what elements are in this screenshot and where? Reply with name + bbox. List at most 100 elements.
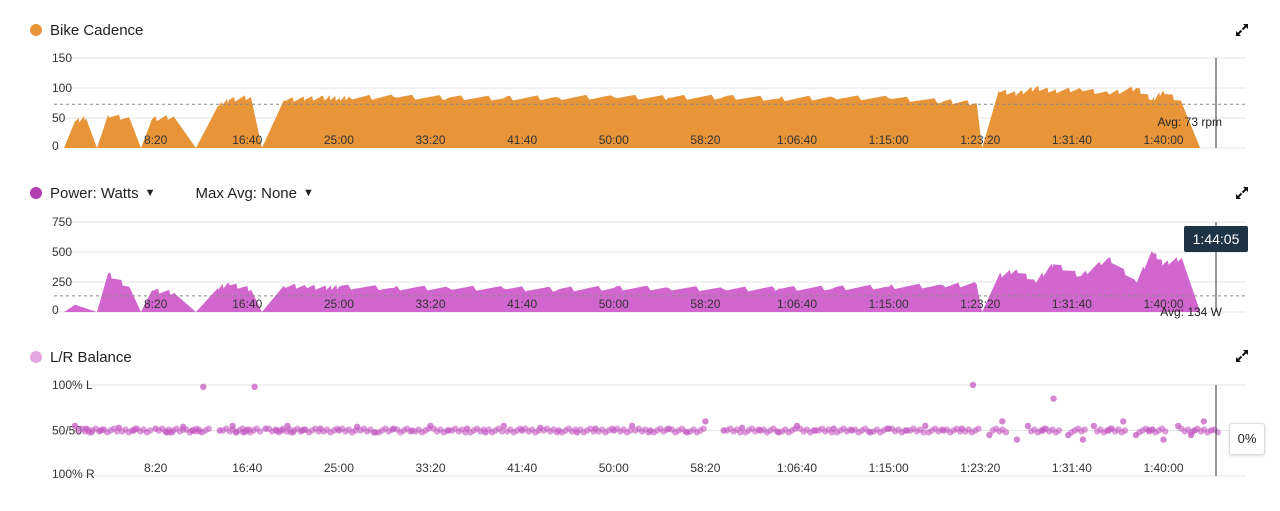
balance-point [1090,422,1098,430]
balance-y-tick: 100% L [52,378,93,392]
balance-point [922,422,929,430]
max-avg-label: Max Avg: None [195,184,297,202]
power-x-tick: 1:15:00 [869,297,909,311]
power-x-tick: 8:20 [144,297,168,311]
cadence-header: Bike Cadence [30,19,143,41]
power-x-tick: 1:40:00 [1144,297,1184,311]
power-x-tick: 33:20 [415,297,445,311]
balance-point [284,422,291,430]
power-metric-dropdown[interactable]: Power: Watts ▼ [50,185,156,202]
balance-x-tick: 1:40:00 [1144,461,1184,475]
cadence-x-tick: 25:00 [324,133,354,147]
power-x-tick: 25:00 [324,297,354,311]
balance-x-tick: 8:20 [144,461,168,475]
balance-point [1002,429,1010,436]
power-y-tick: 500 [52,245,72,259]
balance-header: L/R Balance [30,346,132,368]
balance-point [71,422,79,430]
cadence-area-series [64,86,1219,148]
cadence-x-tick: 1:06:40 [777,133,817,147]
power-x-tick: 16:40 [232,297,262,311]
power-x-tick: 58:20 [690,297,720,311]
cadence-x-tick: 1:40:00 [1144,133,1184,147]
power-title: Power: Watts [50,184,139,202]
balance-point [200,383,207,391]
balance-x-tick: 1:15:00 [869,461,909,475]
balance-point [1120,418,1127,425]
balance-point [975,425,982,432]
balance-point [1050,395,1057,402]
power-x-tick: 50:00 [599,297,629,311]
balance-x-tick: 1:23:20 [960,461,1000,475]
balance-point [1121,427,1129,434]
power-legend-dot [30,187,42,199]
balance-point [738,424,746,431]
cadence-avg-label: Avg: 73 rpm [1158,115,1222,129]
balance-point [498,428,506,435]
cadence-x-tick: 33:20 [415,133,445,147]
power-avg-label: Avg: 134 W [1160,305,1222,319]
balance-point [986,431,993,439]
cadence-x-tick: 58:20 [690,133,720,147]
chevron-down-icon: ▼ [144,187,156,199]
cadence-y-tick: 100 [52,81,72,95]
balance-legend-dot [30,351,42,363]
cadence-expand-icon[interactable] [1234,22,1250,38]
balance-point [1024,422,1032,430]
cadence-title: Bike Cadence [50,21,144,39]
cadence-x-tick: 1:31:40 [1052,133,1092,147]
balance-point [251,383,258,391]
balance-point [1013,436,1021,443]
balance-x-tick: 1:06:40 [777,461,817,475]
balance-point [1081,426,1088,433]
balance-point [500,422,508,430]
balance-x-tick: 25:00 [324,461,354,475]
balance-point [1055,427,1063,434]
balance-y-tick: 100% R [52,467,95,481]
power-x-tick: 1:23:20 [960,297,1000,311]
balance-point [1200,418,1208,425]
balance-point [628,422,636,430]
balance-point [205,425,212,432]
balance-x-tick: 16:40 [232,461,262,475]
balance-x-tick: 41:40 [507,461,537,475]
power-y-tick: 750 [52,215,72,229]
balance-point [256,428,264,435]
balance-x-tick: 33:20 [415,461,445,475]
cadence-x-tick: 1:23:20 [960,133,1000,147]
balance-point [920,429,927,436]
cadence-x-tick: 50:00 [599,133,629,147]
cursor-time-tooltip: 1:44:05 [1184,226,1248,252]
balance-point [229,422,236,430]
cadence-y-tick: 0 [52,139,59,153]
balance-point [702,418,709,425]
cadence-y-tick: 50 [52,111,66,125]
max-avg-dropdown[interactable]: Max Avg: None ▼ [196,185,314,202]
balance-point [1162,428,1169,435]
cadence-x-tick: 41:40 [507,133,537,147]
balance-title: L/R Balance [50,348,132,366]
cadence-y-tick: 150 [52,51,72,65]
power-expand-icon[interactable] [1234,185,1250,201]
power-x-tick: 1:06:40 [777,297,817,311]
balance-expand-icon[interactable] [1234,348,1250,364]
cadence-x-tick: 16:40 [232,133,262,147]
balance-point [700,425,707,432]
chevron-down-icon: ▼ [302,187,314,199]
power-x-tick: 1:31:40 [1052,297,1092,311]
balance-point [969,381,977,389]
power-y-tick: 250 [52,275,72,289]
power-y-tick: 0 [52,303,59,317]
power-x-tick: 41:40 [507,297,537,311]
balance-point [146,427,154,434]
balance-point [1079,436,1087,443]
cadence-x-tick: 8:20 [144,133,168,147]
cadence-x-tick: 1:15:00 [869,133,909,147]
cadence-legend-dot [30,24,42,36]
power-area-series [64,251,1219,312]
balance-point [1187,431,1195,439]
balance-point [999,418,1006,425]
balance-x-tick: 1:31:40 [1052,461,1092,475]
balance-x-tick: 58:20 [690,461,720,475]
